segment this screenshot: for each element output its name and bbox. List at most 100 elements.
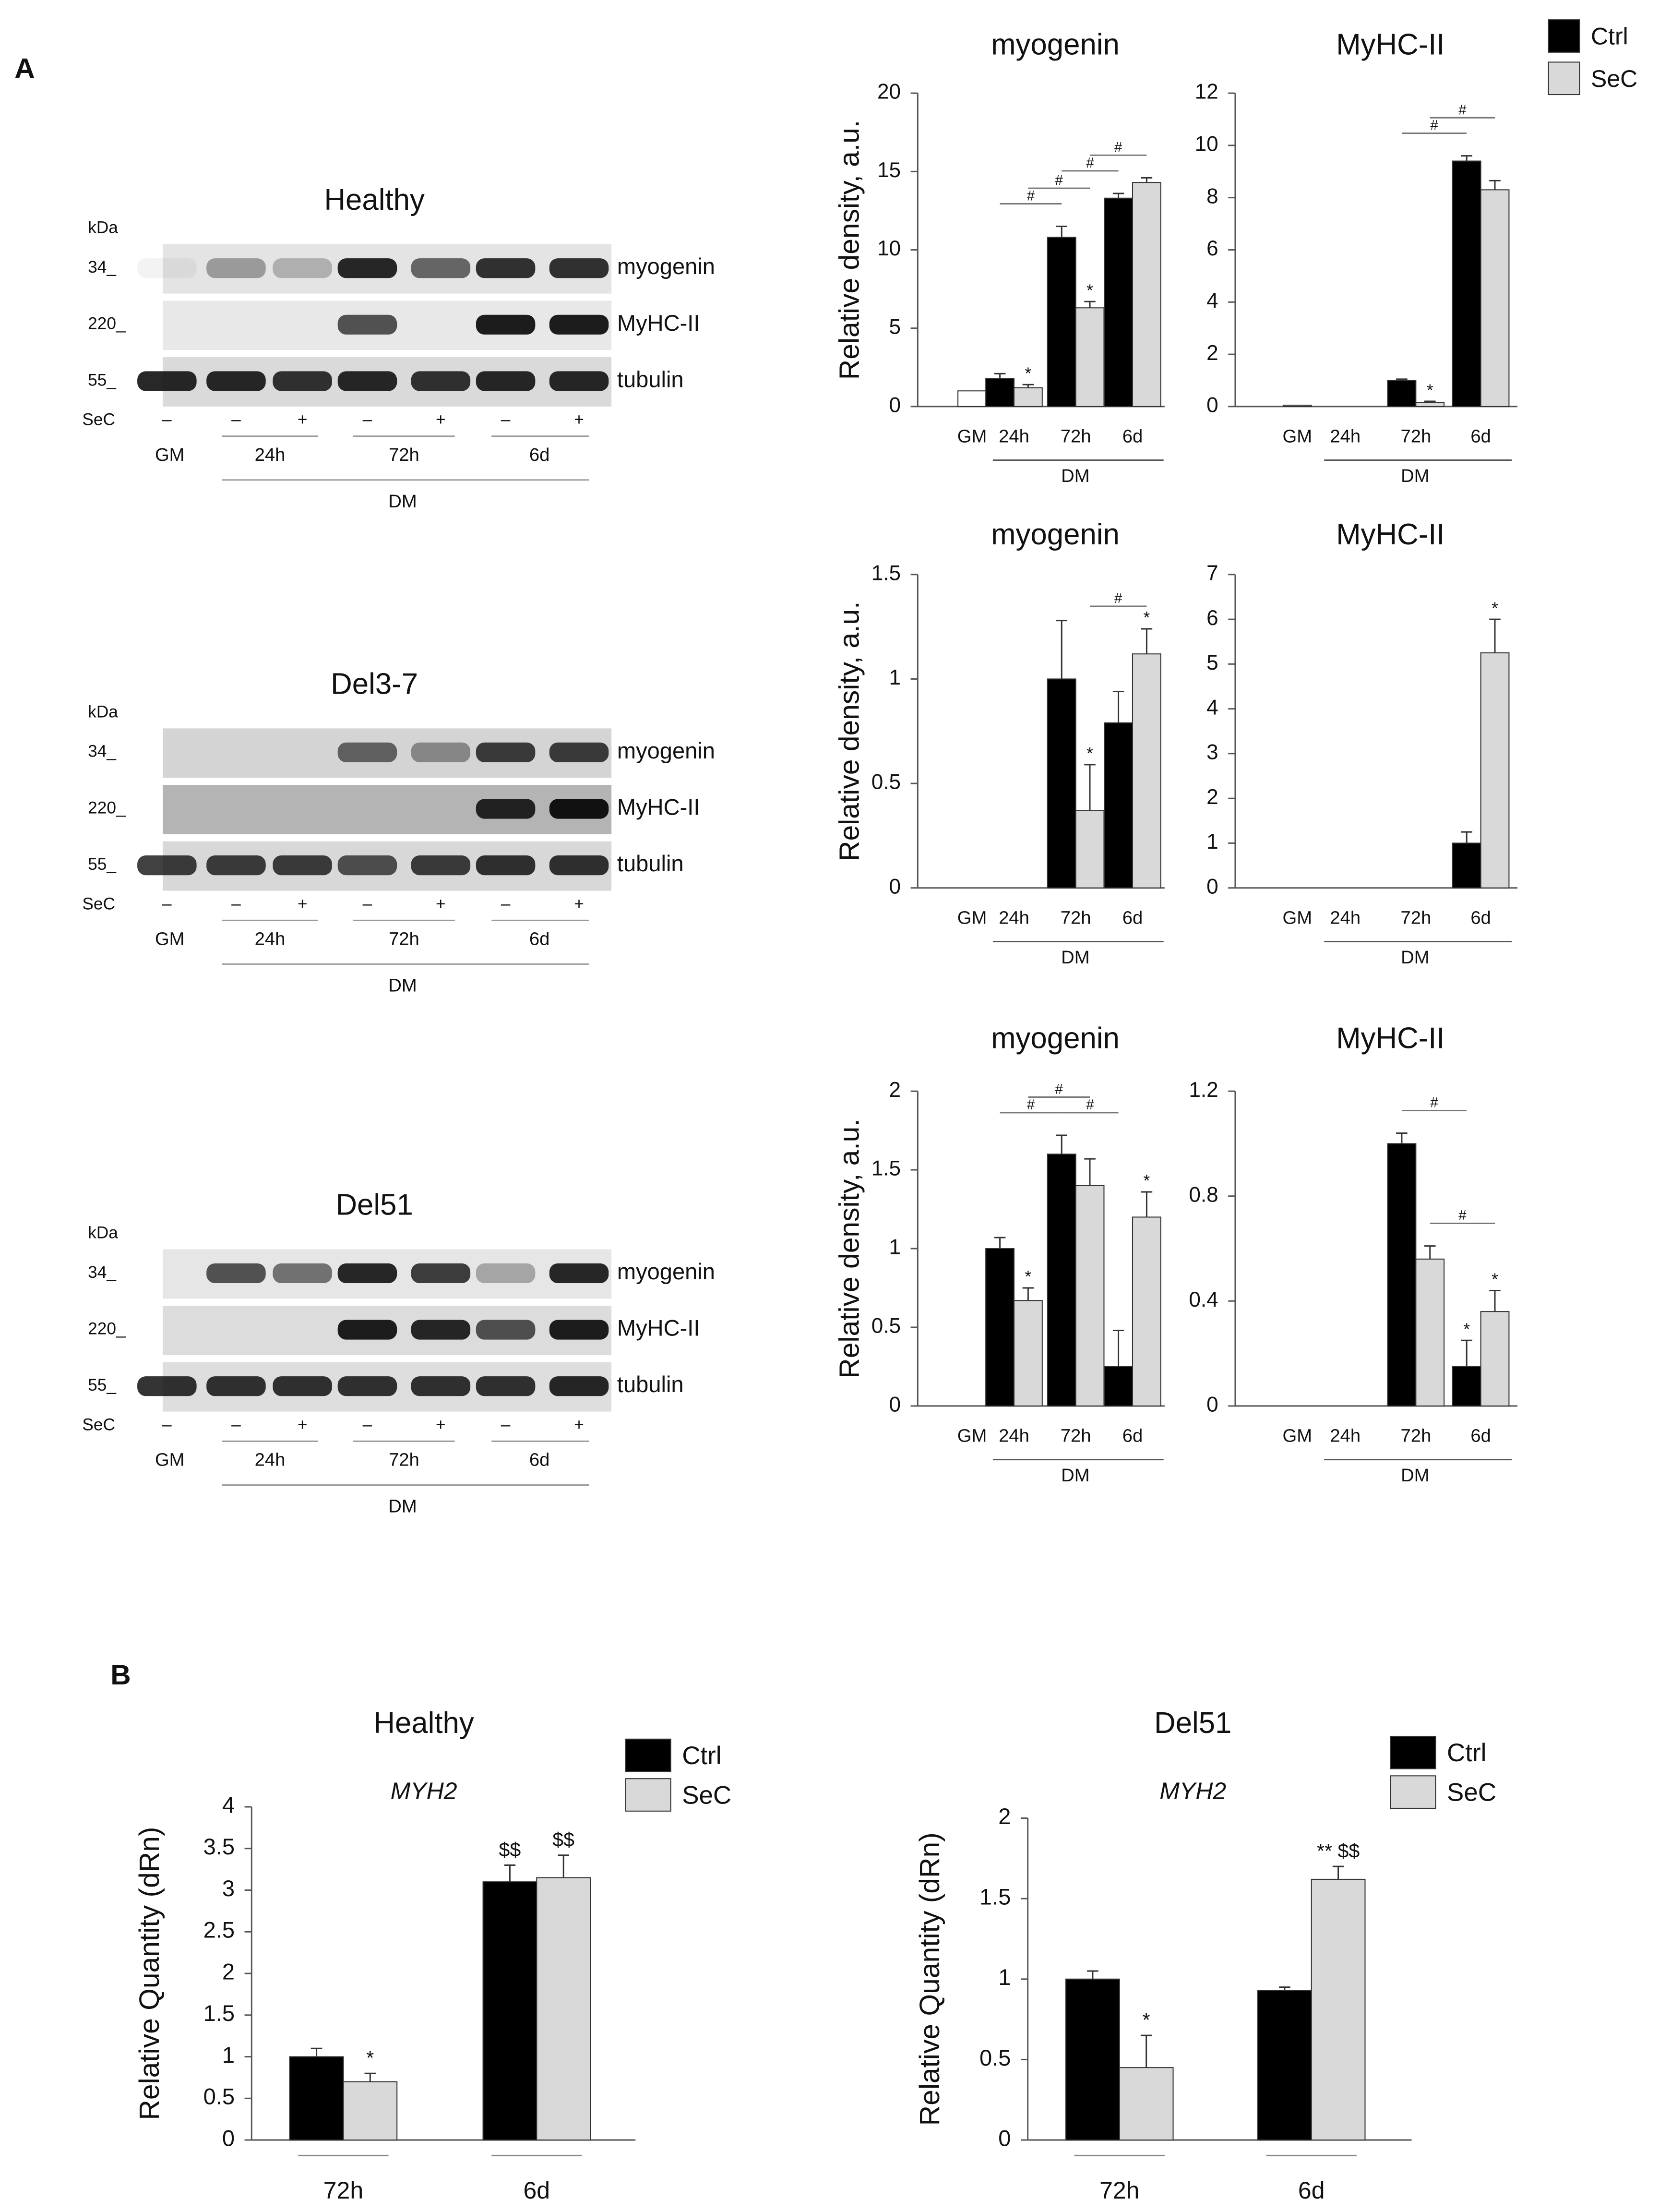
blot-band: [411, 371, 471, 391]
lane-label: 6d: [529, 445, 550, 465]
blot-band: [476, 371, 536, 391]
blot-band: [549, 314, 609, 335]
y-tick-label: 1.5: [871, 1157, 901, 1180]
y-tick-label: 0: [1206, 875, 1218, 898]
bar: [1132, 653, 1161, 889]
y-tick-label: 4: [222, 1792, 235, 1817]
legend-swatch: [625, 1778, 671, 1812]
x-tick-label: 6d: [1122, 426, 1143, 447]
chart-title: MyHC-II: [1336, 28, 1444, 61]
y-tick-label: 12: [1195, 80, 1218, 104]
bracket-label: #: [1114, 590, 1122, 606]
y-axis-label: Relative Quantity (dRn): [914, 1832, 945, 2126]
blot-band: [476, 258, 536, 278]
x-tick-label: 6d: [1298, 2177, 1325, 2204]
y-tick-label: 2: [1206, 785, 1218, 809]
bar: [289, 2056, 344, 2141]
x-tick-label: 6d: [524, 2177, 550, 2204]
x-tick-label: 6d: [1122, 1426, 1143, 1446]
y-tick-label: 2: [889, 1078, 901, 1102]
treatment-sign: +: [574, 894, 584, 913]
x-tick-label: GM: [1283, 907, 1313, 928]
treatment-sign: –: [162, 894, 172, 913]
bar: [1104, 1366, 1134, 1407]
y-tick-label: 2.5: [203, 1917, 235, 1943]
blot-title: Del3-7: [331, 667, 418, 700]
legend-swatch: [1390, 1735, 1436, 1769]
kda-value: 55_: [88, 855, 117, 874]
y-axis-label: Relative density, a.u.: [834, 601, 865, 861]
treatment-sign: –: [501, 894, 511, 913]
blot-band: [549, 799, 609, 819]
blot-band: [549, 1376, 609, 1396]
lane-label: 6d: [529, 1450, 550, 1470]
x-tick-label: GM: [957, 426, 987, 447]
x-tick-label: 72h: [323, 2177, 363, 2204]
y-tick-label: 1.2: [1189, 1078, 1218, 1102]
y-tick-label: 0: [1206, 394, 1218, 417]
blot-band: [137, 258, 197, 278]
significance-label: $$: [552, 1828, 574, 1851]
bar: [957, 390, 987, 407]
lane-label: 24h: [255, 929, 286, 950]
treatment-sign: –: [363, 1415, 372, 1434]
y-tick-label: 3.5: [203, 1834, 235, 1859]
chart-title: Del51: [1154, 1707, 1231, 1740]
y-tick-label: 15: [877, 158, 901, 182]
significance-label: *: [1086, 281, 1093, 300]
error-bar: [1489, 180, 1501, 190]
y-tick-label: 20: [877, 80, 901, 104]
bar: [1075, 307, 1105, 407]
group-label: DM: [1061, 466, 1089, 486]
protein-label: myogenin: [617, 738, 715, 763]
treatment-label: SeC: [82, 410, 115, 429]
x-tick-label: 24h: [1330, 907, 1361, 928]
y-tick-label: 10: [1195, 132, 1218, 156]
chart-subtitle: MYH2: [1159, 1778, 1226, 1804]
bar: [1415, 402, 1445, 407]
bracket-label: #: [1086, 155, 1094, 171]
significance-label: $$: [499, 1839, 521, 1861]
y-tick-label: 0.4: [1189, 1288, 1218, 1311]
blot-title: Healthy: [324, 183, 424, 216]
bar: [1387, 1143, 1417, 1407]
x-tick-label: 24h: [999, 907, 1029, 928]
y-tick-label: 6: [1206, 606, 1218, 630]
y-tick-label: 3: [1206, 741, 1218, 764]
chart-title: myogenin: [991, 28, 1120, 61]
kda-value: 34_: [88, 258, 117, 276]
x-tick-label: 6d: [1470, 907, 1491, 928]
lane-label: 24h: [255, 1450, 286, 1470]
error-bar: [1424, 400, 1436, 403]
error-bar: [1112, 192, 1124, 198]
treatment-sign: +: [298, 1415, 308, 1434]
x-tick-label: 24h: [999, 426, 1029, 447]
y-tick-label: 7: [1206, 562, 1218, 585]
bar: [1119, 2067, 1174, 2141]
bar: [1480, 652, 1510, 889]
error-bar: [994, 1237, 1006, 1249]
blot-band: [137, 855, 197, 876]
kda-label: kDa: [88, 218, 118, 237]
bar: [1311, 1878, 1366, 2141]
x-tick-label: 24h: [1330, 426, 1361, 447]
lane-label: 72h: [389, 445, 419, 465]
y-axis-label: Relative density, a.u.: [834, 1118, 865, 1378]
blot-band: [337, 371, 397, 391]
y-tick-label: 0: [889, 1393, 901, 1417]
error-bar: [1141, 1191, 1153, 1217]
significance-label: *: [1144, 1172, 1150, 1190]
blot-band: [337, 258, 397, 278]
kda-value: 55_: [88, 371, 117, 389]
y-tick-label: 0: [998, 2125, 1011, 2151]
kda-value: 55_: [88, 1376, 117, 1395]
group-label: DM: [1401, 466, 1429, 486]
lane-label: 72h: [389, 1450, 419, 1470]
x-tick-label: 72h: [1061, 426, 1091, 447]
blot-band: [137, 1376, 197, 1396]
blot-band: [411, 1320, 471, 1340]
x-tick-label: 72h: [1400, 426, 1431, 447]
treatment-sign: +: [436, 894, 446, 913]
treatment-label: SeC: [82, 894, 115, 913]
significance-label: *: [1492, 1270, 1498, 1289]
